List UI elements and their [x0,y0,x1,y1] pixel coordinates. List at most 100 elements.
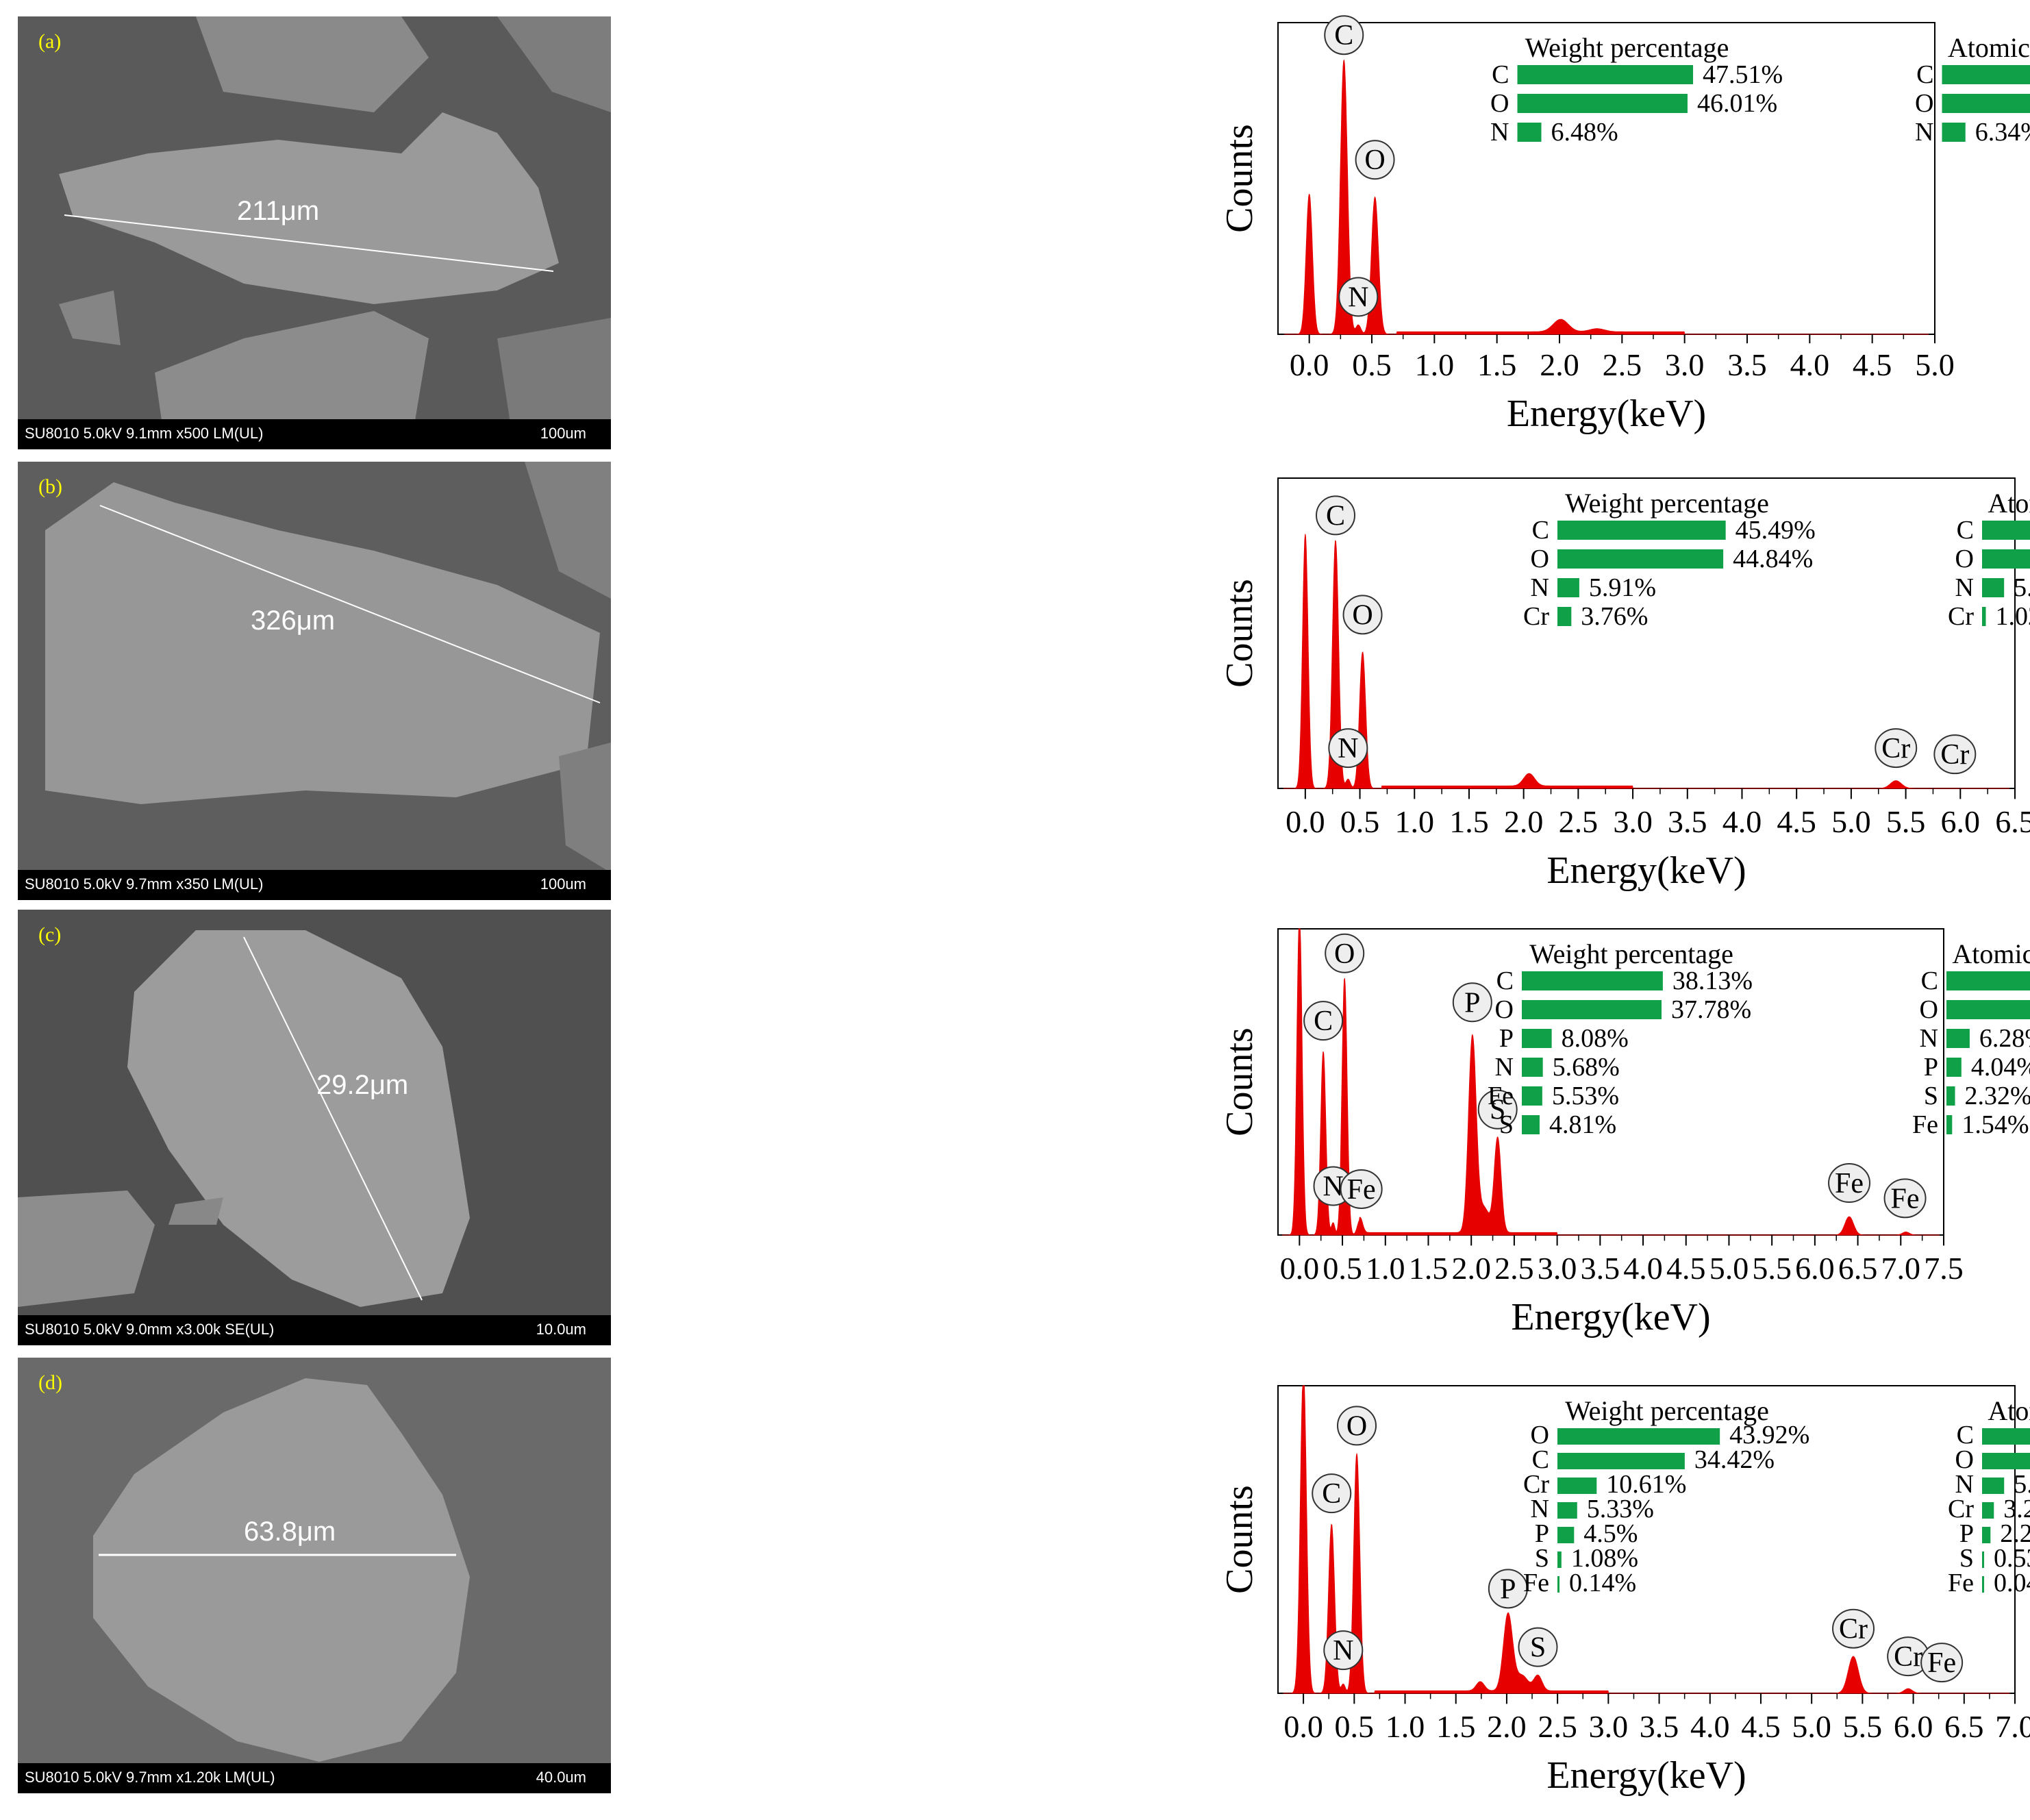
atomic-percentage-inset: Atomic percentageC49.21%O36.6%N6.28%P4.0… [1912,938,2030,1139]
x-tick-label: 1.0 [1415,347,1455,382]
x-tick-label: 0.0 [1283,1709,1323,1744]
composition-bar [1557,1502,1577,1519]
x-tick-label: 4.0 [1790,347,1830,382]
element-symbol: O [1531,1421,1549,1449]
x-tick-label: 2.0 [1451,1251,1491,1286]
x-tick-label: 2.5 [1603,347,1642,382]
x-tick-label: 5.0 [1792,1709,1831,1744]
weight-title: Weight percentage [1565,488,1769,519]
value-label: 4.81% [1549,1110,1616,1139]
panel-label-b: (b) [38,475,62,498]
peak-label: Fe [1835,1168,1864,1199]
peak-marker [1355,140,1395,180]
peak-marker [1477,1089,1518,1130]
composition-bar [1946,1000,2030,1019]
value-label: 0.53% [1994,1544,2030,1573]
sem-info-bar-a: SU8010 5.0kV 9.1mm x500 LM(UL) 100um [18,419,611,449]
panel-label-c: (c) [38,923,62,946]
x-tick-label: 5.5 [1843,1709,1883,1744]
composition-bar [1517,123,1542,142]
composition-bar [1522,1115,1540,1134]
value-label: 5.97% [2014,1470,2030,1499]
sem-info-text-d: SU8010 5.0kV 9.7mm x1.20k LM(UL) [25,1769,275,1786]
x-tick-label: 3.0 [1589,1709,1629,1744]
weight-title: Weight percentage [1529,938,1733,969]
x-axis-label: Energy(keV) [1507,392,1706,435]
x-tick-label: 4.5 [1853,347,1892,382]
composition-bar [1557,1576,1559,1593]
element-symbol: S [1535,1544,1549,1573]
sem-scale-text-c: 10.0um [536,1321,586,1338]
peak-label: Cr [1881,733,1910,764]
composition-bar [1557,521,1726,540]
value-label: 1.54% [1962,1110,2029,1139]
peak-label: Cr [1894,1641,1922,1673]
value-label: 46.01% [1697,89,1777,118]
sem-info-bar-d: SU8010 5.0kV 9.7mm x1.20k LM(UL) 40.0um [18,1763,611,1793]
peak-label: Cr [1940,739,1969,771]
element-symbol: N [1495,1053,1514,1082]
element-symbol: O [1495,995,1514,1024]
peak-marker [1303,1001,1344,1041]
element-symbol: Fe [1948,1569,1974,1597]
composition-bar [1946,1086,1955,1106]
element-symbol: N [1955,573,1974,602]
value-label: 5.68% [1553,1053,1620,1082]
x-tick-label: 3.5 [1727,347,1767,382]
peak-marker [1328,728,1368,769]
atomic-title: Atomic percentage [1948,32,2030,63]
element-symbol: Cr [1948,1495,1974,1523]
composition-bar [1982,1453,2030,1469]
composition-bar [1946,1029,1970,1048]
x-tick-label: 1.5 [1477,347,1517,382]
x-tick-label: 2.0 [1540,347,1579,382]
element-symbol: Cr [1948,602,1974,631]
value-label: 5.33% [1587,1495,1654,1523]
element-symbol: Fe [1523,1569,1549,1597]
composition-bar [1946,1058,1962,1077]
composition-bar [1522,1029,1552,1048]
composition-bar [1982,1478,2005,1494]
x-tick-label: 6.5 [1838,1251,1878,1286]
element-symbol: Fe [1912,1110,1938,1139]
weight-percentage-inset: Weight percentage C 38.13% O 37.78% P 8.08% N 5.… [1488,938,1753,1139]
x-tick-label: 6.0 [1941,804,1981,839]
size-label-d: 63.8μm [244,1517,336,1547]
x-tick-label: 2.0 [1487,1709,1527,1744]
composition-bar [1982,549,2030,569]
x-tick-label: 0.0 [1280,1251,1320,1286]
x-tick-label: 7.0 [1995,1709,2030,1744]
value-label: 6.34% [1975,118,2030,147]
element-symbol: O [1955,1445,1974,1474]
atomic-title: Atomic percentage [1988,1395,2030,1426]
element-symbol: C [1532,516,1549,545]
x-tick-label: 3.0 [1613,804,1653,839]
x-tick-label: 1.0 [1366,1251,1405,1286]
peak-label: P [1464,987,1480,1019]
x-tick-label: 1.0 [1386,1709,1425,1744]
x-tick-label: 2.5 [1538,1709,1577,1744]
y-axis-label: Counts [1218,579,1261,688]
x-tick-label: 4.5 [1777,804,1816,839]
x-tick-label: 3.0 [1665,347,1705,382]
atomic-title: Atomic percentage [1988,488,2030,519]
value-label: 8.08% [1562,1024,1629,1053]
x-tick-label: 0.5 [1340,804,1380,839]
composition-bar [1557,1551,1562,1568]
element-symbol: Cr [1523,602,1549,631]
sem-scale-text-b: 100um [540,875,586,893]
atomic-percentage-inset: Atomic percentageC53.46%O39.56%N5.96%Cr1… [1948,488,2030,631]
y-axis-label: Counts [1218,1027,1261,1136]
weight-title: Weight percentage [1525,32,1729,63]
x-tick-label: 0.0 [1286,804,1325,839]
element-symbol: C [1496,967,1514,995]
element-symbol: Cr [1523,1470,1549,1499]
peak-marker [1488,1569,1528,1609]
peak-marker [1452,982,1492,1023]
x-tick-label: 3.5 [1668,804,1707,839]
x-tick-label: 6.0 [1795,1251,1835,1286]
peak-label: S [1490,1095,1505,1126]
sem-image-b: (b) 326μm SU8010 5.0kV 9.7mm x350 LM(UL)… [18,462,611,900]
